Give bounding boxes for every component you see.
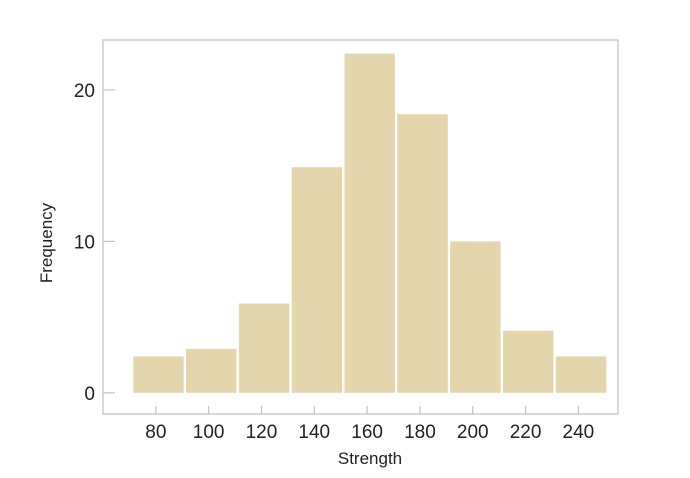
x-tick-label: 180 (404, 422, 436, 443)
x-axis-title: Strength (338, 449, 402, 468)
x-tick-label: 160 (351, 422, 383, 443)
histogram-bar-4 (291, 167, 343, 393)
y-tick-label: 10 (74, 232, 95, 253)
x-tick-label: 220 (510, 422, 542, 443)
x-tick-label: 80 (145, 422, 166, 443)
plot-frame (102, 39, 619, 415)
x-tick-label: 200 (457, 422, 489, 443)
y-axis-title: Frequency (37, 202, 56, 283)
x-tick-label: 120 (246, 422, 278, 443)
x-tick-label: 100 (193, 422, 225, 443)
y-tick-label: 20 (74, 81, 95, 102)
x-tick-label: 140 (298, 422, 330, 443)
histogram-bar-6 (397, 114, 448, 393)
histogram-bar-8 (502, 330, 554, 393)
histogram-bar-5 (344, 53, 395, 393)
x-tick-label: 240 (563, 422, 595, 443)
histogram-bar-1 (133, 356, 184, 393)
y-tick-label: 0 (84, 384, 95, 405)
histogram-bar-3 (238, 303, 290, 393)
histogram-bar-2 (186, 348, 237, 393)
histogram-bar-9 (555, 356, 607, 393)
histogram-bar-7 (450, 241, 501, 393)
